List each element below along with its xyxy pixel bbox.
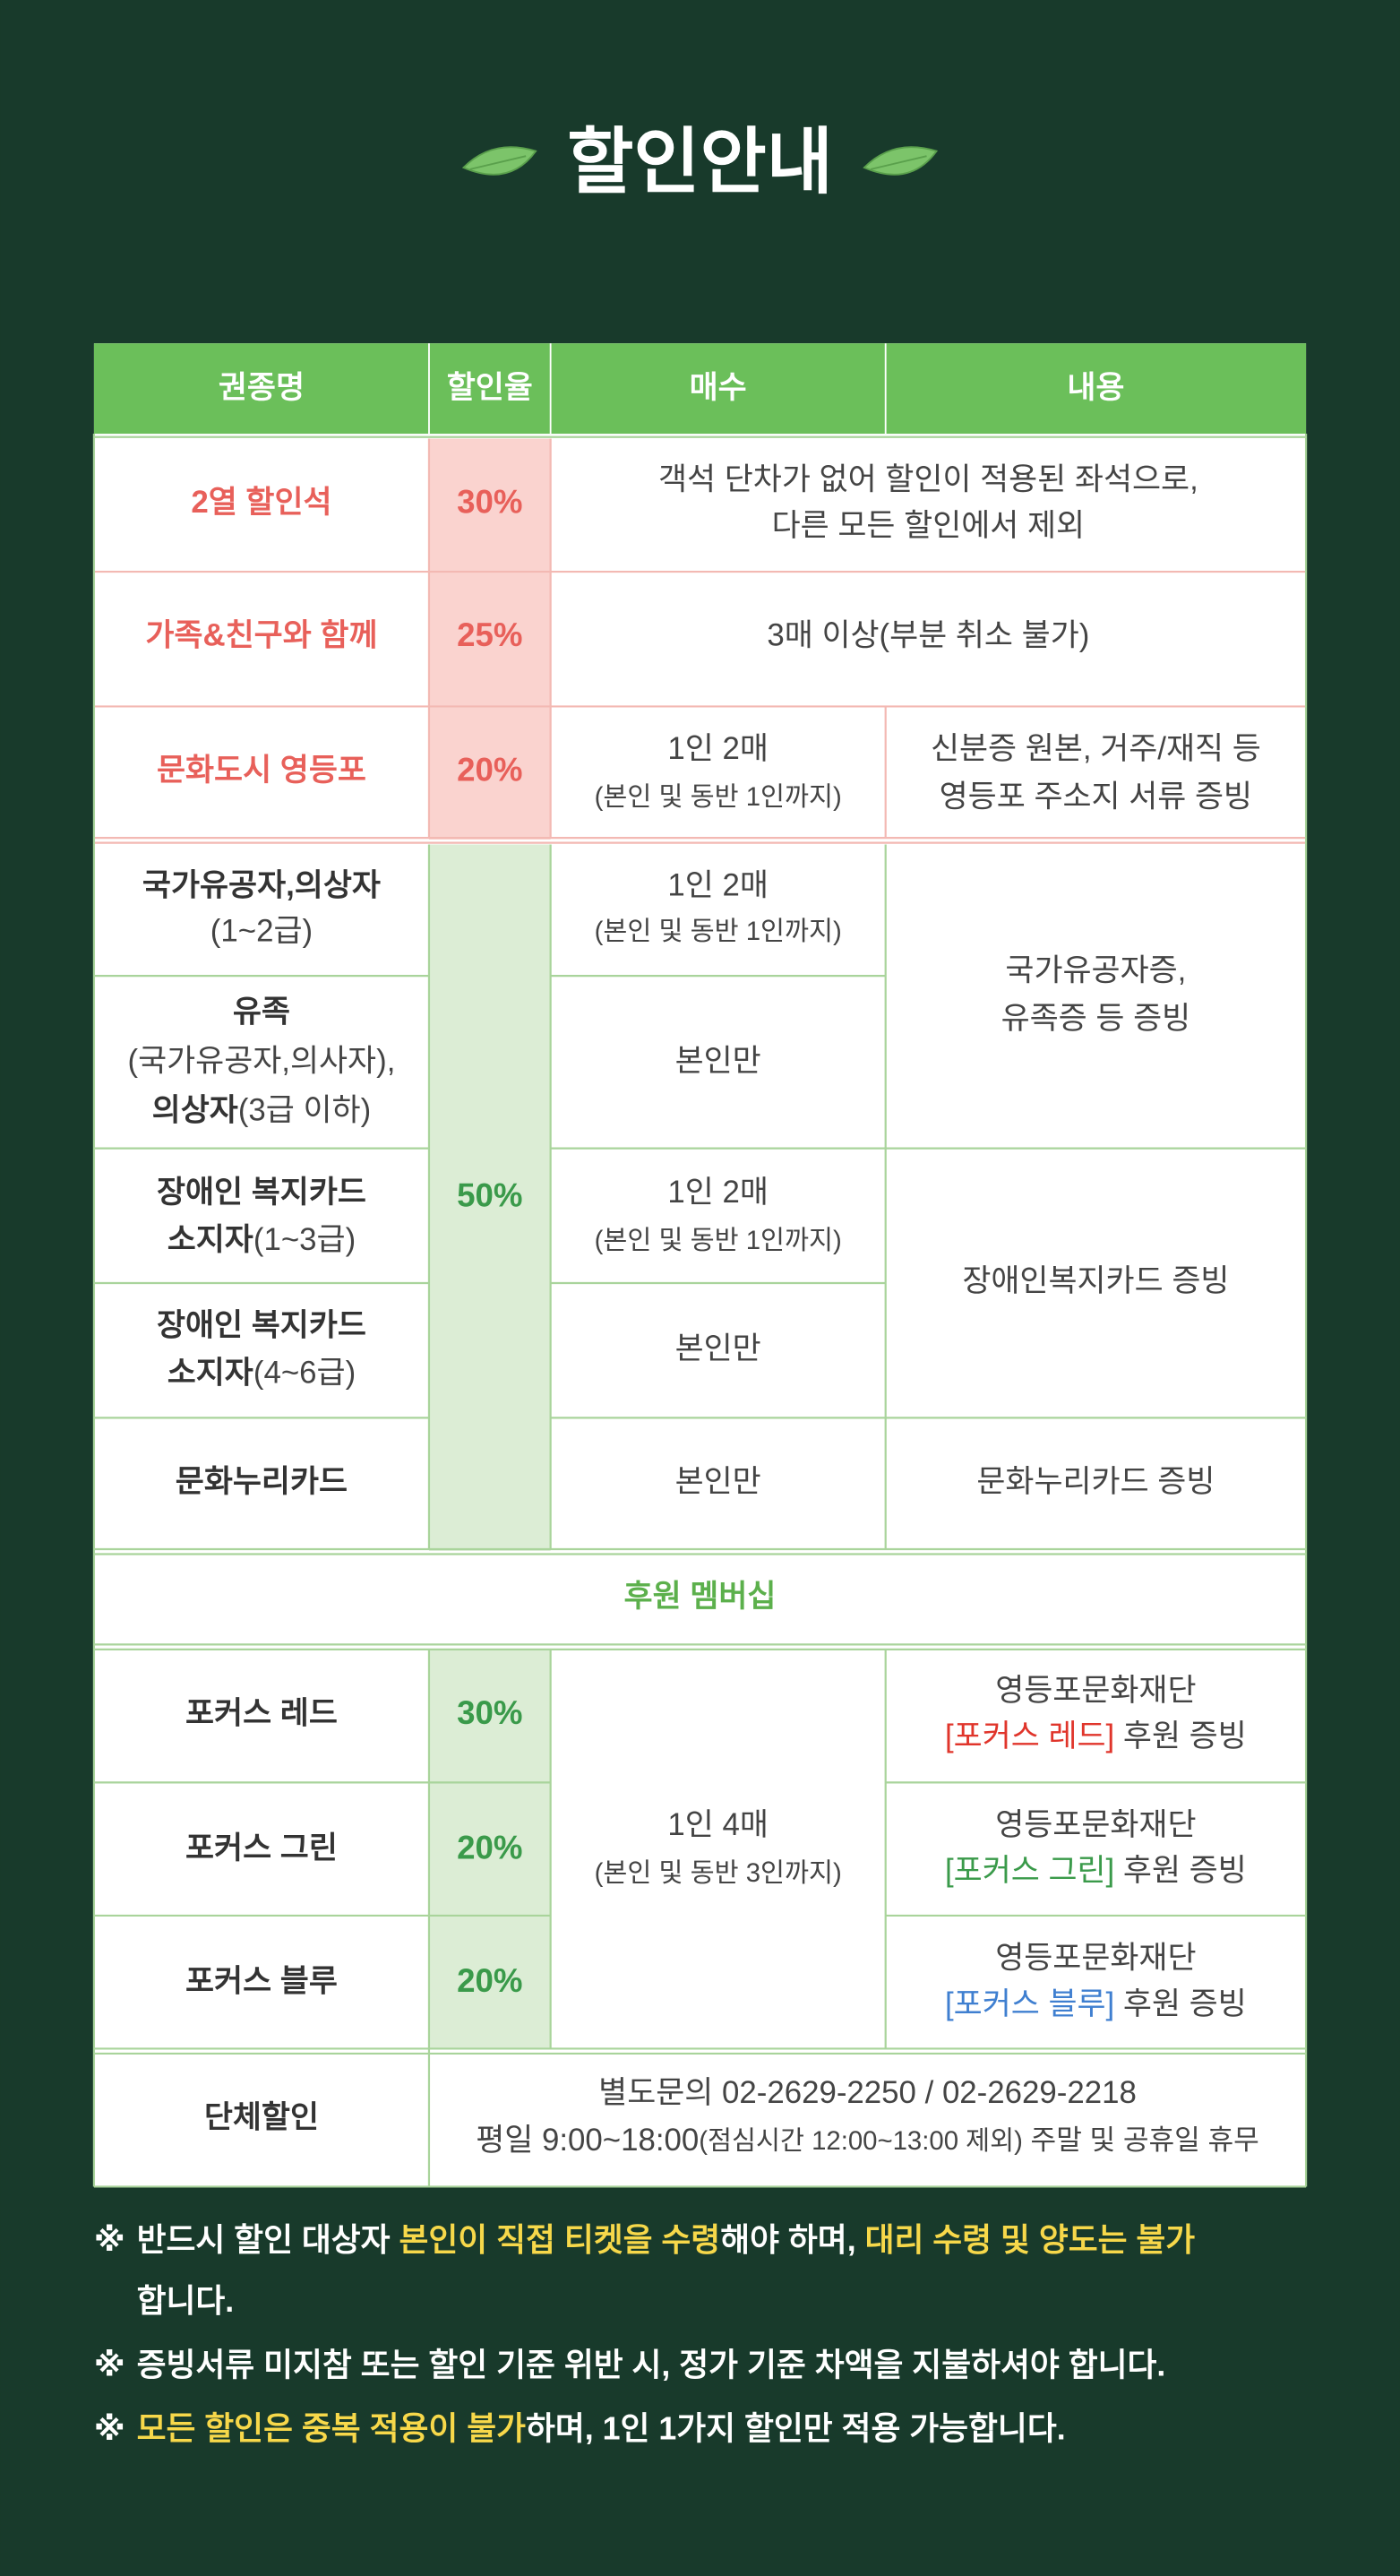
count: 1인 2매 — [667, 1175, 769, 1210]
name-part: 소지자 — [167, 1222, 253, 1257]
contact: 별도문의 02-2629-2250 / 02-2629-2218 — [598, 2075, 1137, 2110]
ticket-name: 가족&친구와 함께 — [145, 618, 377, 653]
name-part: 소지자 — [167, 1356, 253, 1391]
ticket-name: (1~2급) — [210, 914, 313, 949]
rate: 20% — [457, 1829, 522, 1865]
name-part: (4~6급) — [253, 1356, 356, 1391]
name-part: (1~3급) — [253, 1222, 356, 1257]
note-mark: ※ — [94, 2411, 125, 2447]
header: 할인율 — [447, 370, 533, 405]
ticket-name: 장애인 복지카드 — [157, 1308, 366, 1343]
rate: 20% — [457, 751, 522, 788]
name-part: (3급 이하) — [238, 1093, 371, 1128]
hours-part: (점심시간 12:00~13:00 제외) — [699, 2126, 1023, 2156]
ticket-name: 포커스 블루 — [185, 1963, 338, 1998]
leaf — [461, 146, 537, 176]
note-part: 하며, 1인 1가지 할인만 적용 가능합니다. — [526, 2411, 1066, 2447]
note-highlight: 본인이 직접 티켓을 수령 — [399, 2222, 721, 2258]
detail-part: 후원 증빙 — [1114, 1719, 1247, 1753]
count: 본인만 — [675, 1331, 761, 1366]
ticket-name: 문화도시 영등포 — [157, 753, 366, 788]
detail: 국가유공자증, — [1005, 953, 1186, 988]
detail-part: 후원 증빙 — [1114, 1853, 1247, 1888]
detail: 영등포 주소지 서류 증빙 — [940, 779, 1252, 814]
count: 1인 2매 — [667, 867, 769, 902]
detail: [포커스 그린] 후원 증빙 — [945, 1853, 1247, 1888]
note: 증빙서류 미지참 또는 할인 기준 위반 시, 정가 기준 차액을 지불하셔야 … — [137, 2348, 1166, 2383]
note-part: 반드시 할인 대상자 — [137, 2222, 399, 2258]
rate: 50% — [457, 1176, 522, 1213]
header-bg — [93, 343, 1307, 435]
count: 1인 4매 — [667, 1807, 769, 1842]
note-highlight: 모든 할인은 중복 적용이 불가 — [137, 2411, 527, 2447]
tier: [포커스 레드] — [945, 1719, 1114, 1753]
ticket-name: 포커스 그린 — [185, 1831, 338, 1865]
ticket-name: 문화누리카드 — [176, 1464, 348, 1499]
count: 1인 2매 — [667, 731, 769, 766]
ticket-name: 소지자(1~3급) — [167, 1222, 356, 1257]
rate: 25% — [457, 616, 522, 653]
detail: [포커스 레드] 후원 증빙 — [945, 1719, 1247, 1753]
count: (본인 및 동반 3인까지) — [595, 1858, 842, 1888]
rate-bg — [428, 1649, 551, 2049]
hours-part: 평일 9:00~18:00 — [476, 2123, 699, 2158]
hours: 평일 9:00~18:00(점심시간 12:00~13:00 제외) 주말 및 … — [476, 2123, 1259, 2158]
note-mark: ※ — [94, 2222, 125, 2258]
ticket-name: 국가유공자,의상자 — [142, 867, 381, 902]
count: (본인 및 동반 1인까지) — [595, 782, 842, 812]
section-title: 후원 멤버십 — [624, 1579, 777, 1614]
count: (본인 및 동반 1인까지) — [595, 917, 842, 946]
note-mark: ※ — [94, 2348, 125, 2383]
ticket-name: 장애인 복지카드 — [157, 1175, 366, 1210]
hours-part: 주말 및 공휴일 휴무 — [1023, 2124, 1259, 2156]
header: 권종명 — [219, 370, 305, 405]
ticket-name: (국가유공자,의사자), — [127, 1044, 395, 1079]
tier: [포커스 그린] — [945, 1853, 1114, 1888]
count: (본인 및 동반 1인까지) — [595, 1226, 842, 1255]
detail-part: 후원 증빙 — [1114, 1986, 1247, 2021]
detail: 영등포문화재단 — [995, 1807, 1196, 1842]
rate-bg — [428, 844, 551, 1551]
table-bg — [93, 343, 1307, 2187]
rate-bg — [428, 438, 551, 840]
note: 반드시 할인 대상자 본인이 직접 티켓을 수령해야 하며, 대리 수령 및 양… — [137, 2222, 1196, 2258]
note: 모든 할인은 중복 적용이 불가하며, 1인 1가지 할인만 적용 가능합니다. — [137, 2411, 1066, 2447]
ticket-name: 단체할인 — [204, 2099, 319, 2134]
rate: 30% — [457, 1694, 522, 1731]
notes: ※ 반드시 할인 대상자 본인이 직접 티켓을 수령해야 하며, 대리 수령 및… — [94, 2222, 1195, 2447]
detail: 신분증 원본, 거주/재직 등 — [931, 731, 1261, 766]
detail: 다른 모든 할인에서 제외 — [772, 508, 1085, 543]
grid — [92, 343, 1308, 2188]
table: 권종명 할인율 매수 내용 2열 할인석 30% 객석 단차가 없어 할인이 적… — [92, 343, 1308, 2188]
detail: 장애인복지카드 증빙 — [962, 1263, 1229, 1298]
note-highlight: 대리 수령 및 양도는 불가 — [865, 2222, 1196, 2258]
name-part: 의상자 — [152, 1093, 238, 1128]
ticket-name: 유족 — [233, 995, 290, 1030]
detail: 영등포문화재단 — [995, 1673, 1196, 1708]
rate: 20% — [457, 1962, 522, 1999]
detail: 3매 이상(부분 취소 불가) — [767, 618, 1089, 653]
leaf — [863, 146, 939, 176]
detail: 유족증 등 증빙 — [1001, 1001, 1191, 1036]
detail: 문화누리카드 증빙 — [976, 1464, 1215, 1499]
header: 내용 — [1067, 370, 1124, 405]
detail: 객석 단차가 없어 할인이 적용된 좌석으로, — [658, 461, 1198, 496]
ticket-name: 2열 할인석 — [191, 485, 331, 520]
rate: 30% — [457, 484, 522, 521]
note: 합니다. — [137, 2283, 235, 2319]
ticket-name: 포커스 레드 — [185, 1695, 338, 1730]
ticket-name: 소지자(4~6급) — [167, 1356, 356, 1391]
ticket-name: 의상자(3급 이하) — [152, 1093, 372, 1128]
note-part: 해야 하며, — [720, 2222, 864, 2258]
count: 본인만 — [675, 1464, 761, 1499]
detail: [포커스 블루] 후원 증빙 — [945, 1986, 1247, 2021]
tier: [포커스 블루] — [945, 1986, 1114, 2021]
detail: 영등포문화재단 — [995, 1941, 1196, 1976]
header: 매수 — [690, 370, 747, 405]
title: 할인안내 — [567, 122, 833, 202]
count: 본인만 — [675, 1044, 761, 1079]
